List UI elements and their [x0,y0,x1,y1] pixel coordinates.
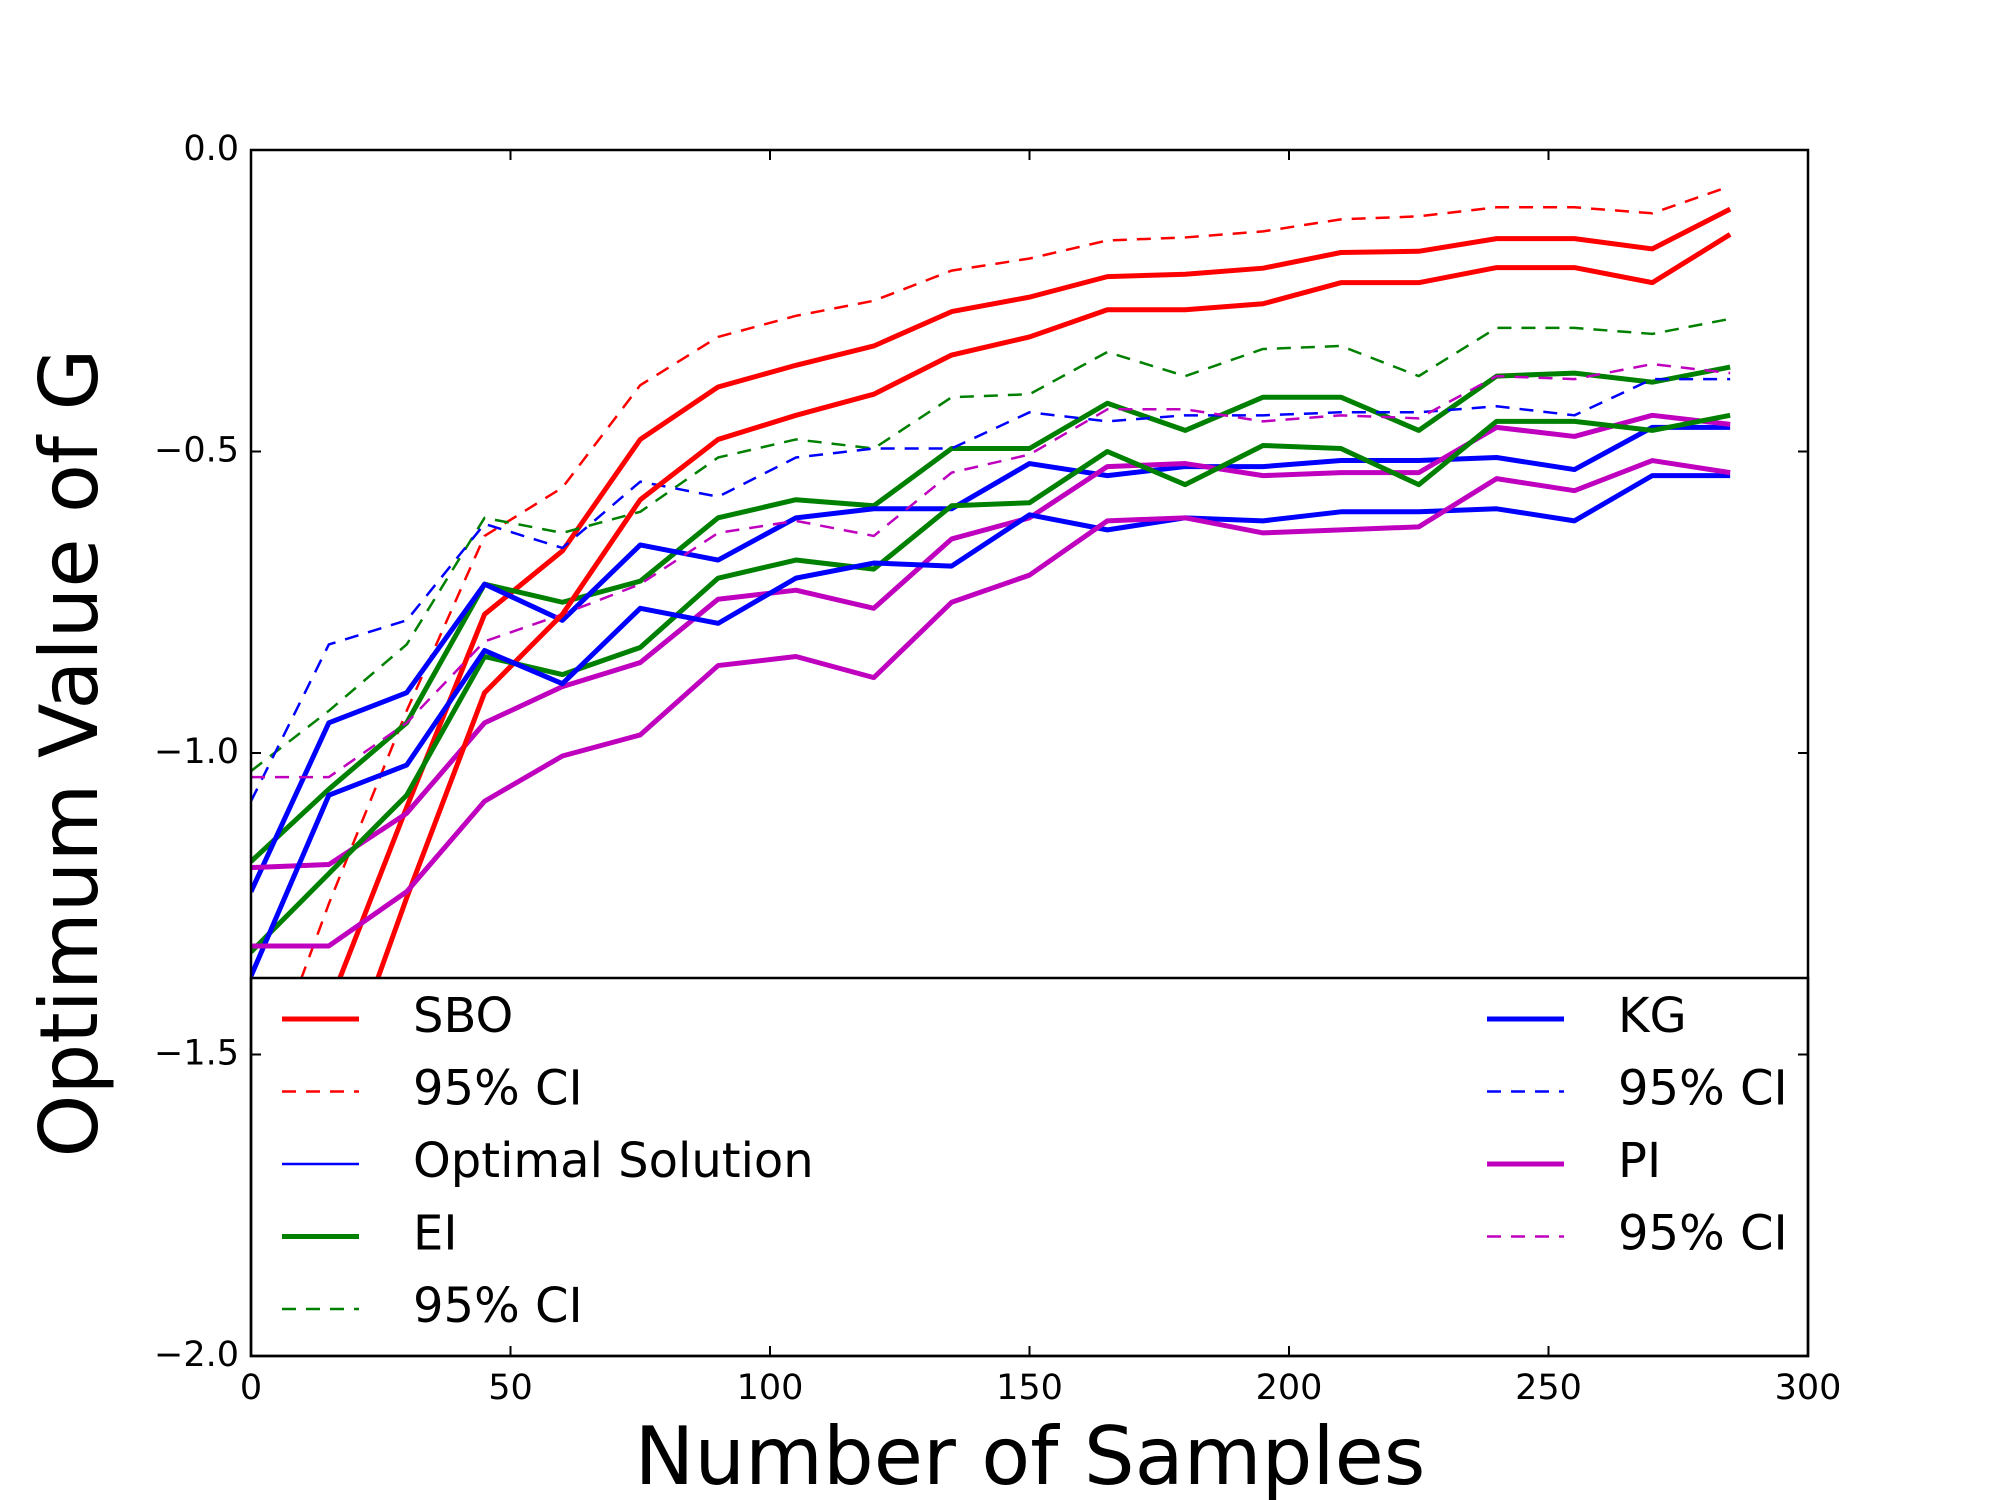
x-tick-label: 50 [488,1368,533,1408]
x-axis-label: Number of Samples [635,1410,1426,1500]
legend-label: PI [1618,1133,1661,1189]
series-line [251,362,1731,779]
series-line [251,232,1732,1356]
y-tick-label: −2.0 [154,1335,239,1375]
legend-label: 95% CI [413,1061,583,1117]
y-axis-label: Optimum Value of G [23,349,116,1158]
legend-label: EI [413,1206,457,1262]
x-tick-label: 250 [1515,1368,1582,1408]
legend-label: Optimal Solution [413,1133,814,1189]
y-tick-label: −0.5 [154,431,239,471]
legend-label: 95% CI [1618,1061,1788,1117]
series-line [251,206,1732,1297]
series-line [251,364,1731,864]
legend-label: 95% CI [413,1278,583,1334]
legend-box [249,976,1810,1358]
series-line [251,317,1731,773]
x-tick-label: 100 [737,1368,804,1408]
series-line [251,458,1731,949]
x-tick-label: 150 [996,1368,1063,1408]
series-line [251,473,1731,978]
series-line [251,377,1731,802]
legend-label: SBO [413,988,513,1044]
y-tick-label: −1.5 [154,1034,239,1074]
series-line [251,424,1731,893]
series-line [251,184,1731,1116]
series-layer [251,184,1732,1356]
x-tick-label: 200 [1256,1368,1323,1408]
x-tick-label: 300 [1775,1368,1842,1408]
series-line [251,412,1731,954]
legend-label: KG [1618,988,1687,1044]
y-tick-label: 0.0 [183,129,239,169]
y-tick-label: −1.0 [154,732,239,772]
x-tick-label: 0 [240,1368,262,1408]
legend-label: 95% CI [1618,1206,1788,1262]
